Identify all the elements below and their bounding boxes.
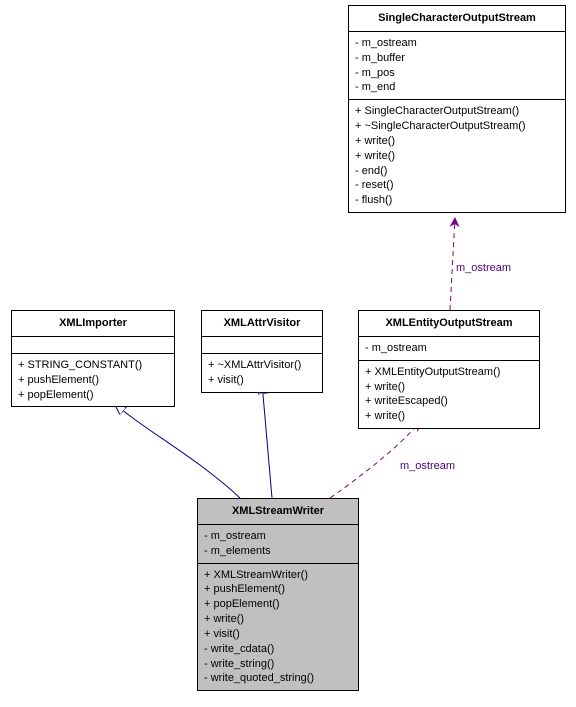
method: + write() — [355, 149, 559, 164]
attr: - m_ostream — [204, 529, 352, 544]
attr: - m_end — [355, 80, 559, 95]
class-single-character-output-stream: SingleCharacterOutputStream - m_ostream … — [348, 5, 566, 213]
class-title: XMLAttrVisitor — [202, 311, 322, 337]
method: + write() — [204, 612, 352, 627]
class-attrs — [12, 337, 174, 354]
attr: - m_pos — [355, 66, 559, 81]
method: + write() — [365, 409, 533, 424]
method: + visit() — [204, 627, 352, 642]
edge-xsw-xi — [115, 404, 240, 498]
method: + write() — [355, 134, 559, 149]
method: + writeEscaped() — [365, 394, 533, 409]
method: + pushElement() — [204, 582, 352, 597]
attr: - m_ostream — [355, 36, 559, 51]
class-title: XMLStreamWriter — [198, 499, 358, 525]
method: + SingleCharacterOutputStream() — [355, 104, 559, 119]
method: + popElement() — [18, 388, 168, 403]
class-xml-importer: XMLImporter + STRING_CONSTANT() + pushEl… — [11, 310, 175, 407]
class-title: XMLImporter — [12, 311, 174, 337]
method: - write_quoted_string() — [204, 671, 352, 686]
edge-xsw-xav — [262, 383, 272, 498]
method: + visit() — [208, 373, 316, 388]
class-xml-stream-writer: XMLStreamWriter - m_ostream - m_elements… — [197, 498, 359, 691]
attr: - m_elements — [204, 544, 352, 559]
class-attrs: - m_ostream — [359, 337, 539, 361]
method: - write_string() — [204, 657, 352, 672]
method: + ~SingleCharacterOutputStream() — [355, 119, 559, 134]
class-methods: + STRING_CONSTANT() + pushElement() + po… — [12, 354, 174, 407]
method: - write_cdata() — [204, 642, 352, 657]
edge-label-xeos-scos: m_ostream — [456, 262, 511, 274]
method: + ~XMLAttrVisitor() — [208, 358, 316, 373]
method: - reset() — [355, 178, 559, 193]
attr: - m_ostream — [365, 341, 533, 356]
class-attrs — [202, 337, 322, 354]
class-title: XMLEntityOutputStream — [359, 311, 539, 337]
method: + STRING_CONSTANT() — [18, 358, 168, 373]
class-methods: + ~XMLAttrVisitor() + visit() — [202, 354, 322, 392]
class-xml-attr-visitor: XMLAttrVisitor + ~XMLAttrVisitor() + vis… — [201, 310, 323, 393]
method: + write() — [365, 380, 533, 395]
method: + XMLEntityOutputStream() — [365, 365, 533, 380]
class-methods: + SingleCharacterOutputStream() + ~Singl… — [349, 100, 565, 212]
method: - end() — [355, 164, 559, 179]
class-methods: + XMLEntityOutputStream() + write() + wr… — [359, 361, 539, 428]
edge-label-xsw-xeos: m_ostream — [400, 460, 455, 472]
class-attrs: - m_ostream - m_elements — [198, 525, 358, 564]
method: - flush() — [355, 193, 559, 208]
class-attrs: - m_ostream - m_buffer - m_pos - m_end — [349, 32, 565, 100]
method: + pushElement() — [18, 373, 168, 388]
class-xml-entity-output-stream: XMLEntityOutputStream - m_ostream + XMLE… — [358, 310, 540, 429]
method: + popElement() — [204, 597, 352, 612]
edge-xeos-scos — [450, 218, 455, 310]
method: + XMLStreamWriter() — [204, 568, 352, 583]
attr: - m_buffer — [355, 51, 559, 66]
class-methods: + XMLStreamWriter() + pushElement() + po… — [198, 564, 358, 691]
class-title: SingleCharacterOutputStream — [349, 6, 565, 32]
